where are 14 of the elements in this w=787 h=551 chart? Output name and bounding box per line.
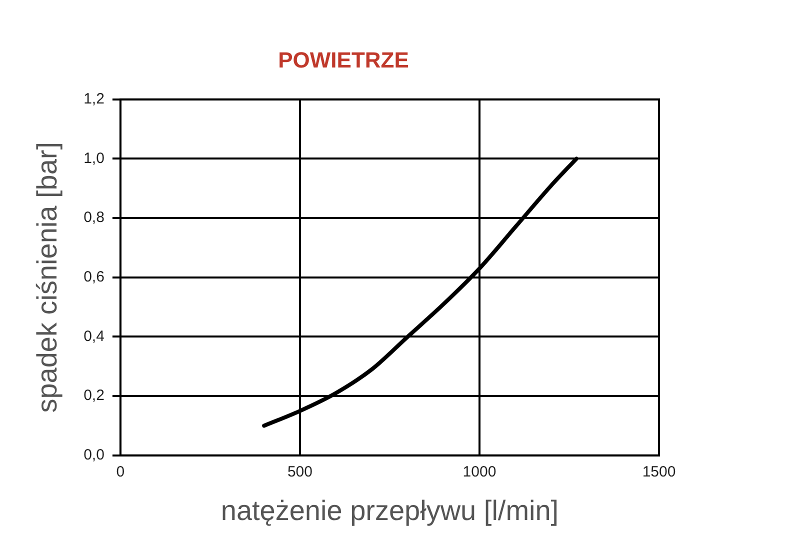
y-tick-label: 0,2 bbox=[84, 387, 104, 404]
y-tick-label: 0,8 bbox=[84, 209, 104, 226]
x-tick-label: 500 bbox=[287, 464, 312, 481]
y-tick-label: 1,0 bbox=[84, 150, 104, 167]
x-tick-label: 1000 bbox=[462, 464, 496, 481]
x-tick-label: 0 bbox=[116, 464, 125, 481]
x-tick-label: 1500 bbox=[642, 464, 676, 481]
y-tick-label: 0,0 bbox=[84, 446, 104, 464]
x-axis-title: natężenie przepływu [l/min] bbox=[220, 494, 559, 526]
chart-title: POWIETRZE bbox=[278, 47, 409, 72]
y-tick-label: 0,4 bbox=[84, 328, 104, 345]
y-tick-label: 1,2 bbox=[84, 90, 104, 108]
y-axis-title: spadek ciśnienia [bar] bbox=[32, 142, 63, 413]
y-tick-label: 0,6 bbox=[84, 268, 104, 286]
